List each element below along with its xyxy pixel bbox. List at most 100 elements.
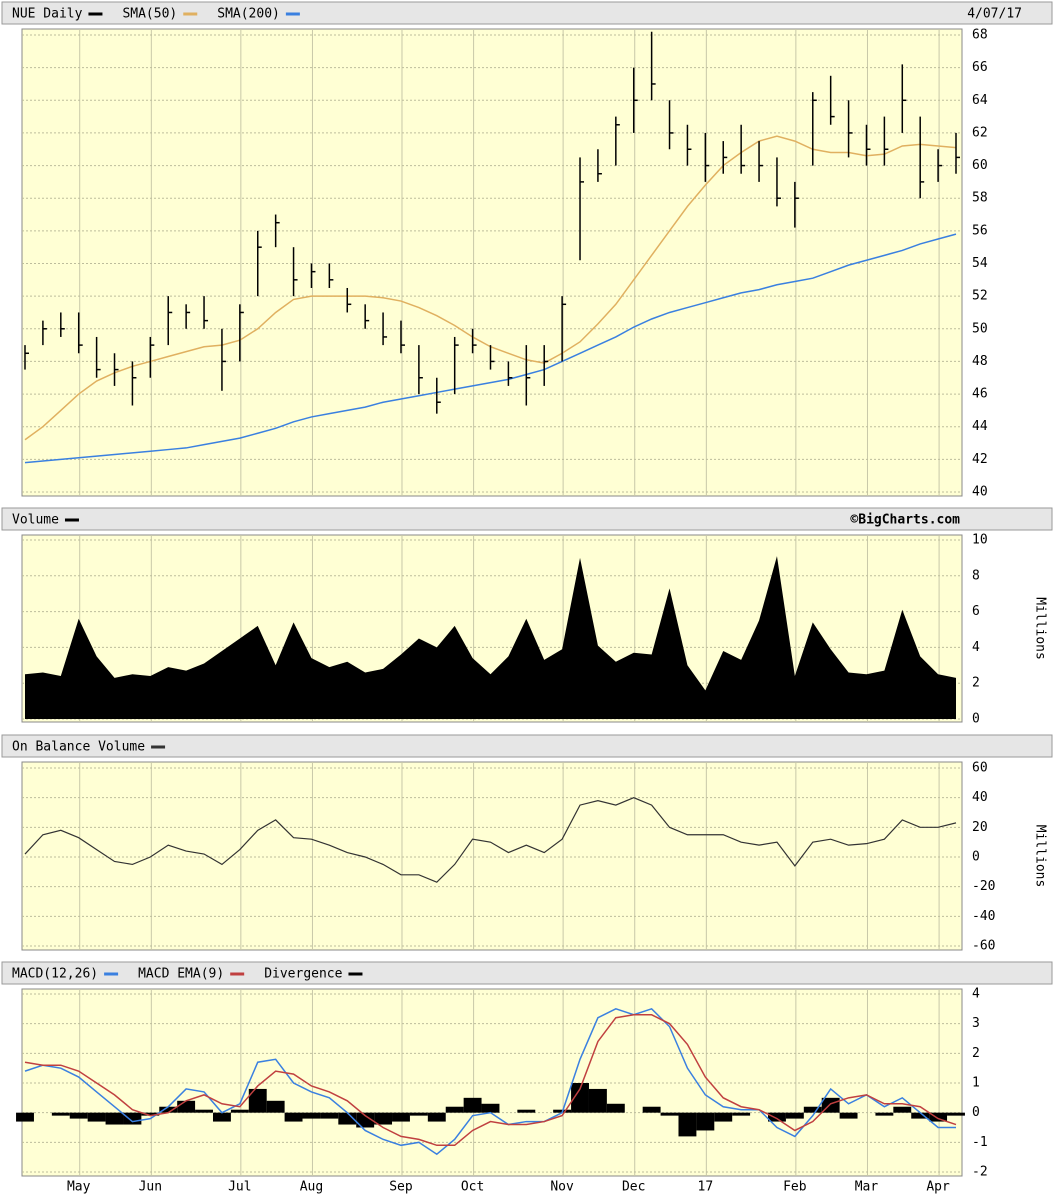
x-tick-label: Dec xyxy=(622,1180,645,1195)
divergence-bar xyxy=(463,1097,482,1113)
divergence-bar xyxy=(16,1112,34,1122)
divergence-bar xyxy=(320,1112,339,1119)
legend-label: MACD(12,26) xyxy=(12,967,98,982)
divergence-bar xyxy=(660,1112,679,1116)
divergence-bar xyxy=(105,1112,124,1125)
divergence-bar xyxy=(392,1112,410,1122)
y-tick-label: 64 xyxy=(972,93,988,108)
x-tick-label: Nov xyxy=(550,1180,574,1195)
divergence-bar xyxy=(266,1100,285,1113)
x-tick-label: Sep xyxy=(389,1180,413,1195)
divergence-bar xyxy=(606,1103,625,1113)
divergence-bar xyxy=(678,1112,697,1137)
divergence-bar xyxy=(356,1112,375,1128)
y-tick-label: 46 xyxy=(972,387,988,402)
divergence-bar xyxy=(427,1112,446,1122)
divergence-bar xyxy=(785,1112,804,1119)
divergence-bar xyxy=(571,1083,589,1113)
divergence-bar xyxy=(338,1112,357,1125)
y-tick-label: 1 xyxy=(972,1076,980,1091)
y-tick-label: 4 xyxy=(972,640,980,655)
x-tick-label: Feb xyxy=(783,1180,807,1195)
y-tick-label: 44 xyxy=(972,419,988,434)
divergence-bar xyxy=(374,1112,393,1125)
y-tick-label: 54 xyxy=(972,256,988,271)
divergence-bar xyxy=(803,1106,822,1113)
divergence-bar xyxy=(696,1112,715,1131)
y-tick-label: 50 xyxy=(972,321,988,336)
y-tick-label: 56 xyxy=(972,223,988,238)
y-tick-label: 0 xyxy=(972,1105,980,1120)
x-tick-label: 17 xyxy=(698,1180,714,1195)
chart-source: ©BigCharts.com xyxy=(850,513,960,528)
y-tick-label: 2 xyxy=(972,676,980,691)
y-tick-label: -20 xyxy=(972,879,995,894)
divergence-bar xyxy=(481,1103,500,1113)
x-tick-label: May xyxy=(67,1180,91,1195)
divergence-bar xyxy=(230,1109,249,1113)
divergence-bar xyxy=(929,1112,948,1122)
y-tick-label: 42 xyxy=(972,452,988,467)
chart-date: 4/07/17 xyxy=(967,7,1022,22)
panel-header xyxy=(1,734,1053,758)
x-tick-label: Oct xyxy=(461,1180,484,1195)
y-tick-label: 48 xyxy=(972,354,988,369)
y-tick-label: 52 xyxy=(972,289,988,304)
y-tick-label: -60 xyxy=(972,939,995,954)
y-tick-label: -40 xyxy=(972,909,995,924)
divergence-bar xyxy=(141,1112,160,1116)
y-tick-label: 60 xyxy=(972,158,988,173)
divergence-bar xyxy=(893,1106,912,1113)
y-tick-label: 20 xyxy=(972,820,988,835)
divergence-bar xyxy=(123,1112,142,1125)
x-tick-label: Jul xyxy=(228,1180,251,1195)
x-tick-label: Jun xyxy=(139,1180,162,1195)
x-tick-label: Mar xyxy=(855,1180,879,1195)
y-tick-label: 0 xyxy=(972,850,980,865)
y-axis-label: Millions xyxy=(1033,597,1048,660)
legend-label: Volume xyxy=(12,513,59,528)
divergence-bar xyxy=(195,1109,213,1113)
panel-header xyxy=(1,507,1053,531)
legend-label: SMA(50) xyxy=(122,7,177,22)
y-tick-label: 58 xyxy=(972,191,988,206)
divergence-bar xyxy=(177,1100,196,1113)
divergence-bar xyxy=(768,1112,786,1122)
x-tick-label: Aug xyxy=(300,1180,323,1195)
volume-area xyxy=(25,556,956,719)
divergence-bar xyxy=(875,1112,894,1116)
divergence-bar xyxy=(51,1112,70,1116)
y-tick-label: 8 xyxy=(972,568,980,583)
divergence-bar xyxy=(732,1112,751,1116)
obv-line xyxy=(24,797,957,883)
legend-label: MACD EMA(9) xyxy=(138,967,224,982)
divergence-bar xyxy=(284,1112,303,1122)
divergence-bar xyxy=(839,1112,858,1119)
x-tick-label: Apr xyxy=(926,1180,950,1195)
y-tick-label: -1 xyxy=(972,1135,988,1150)
y-tick-label: 66 xyxy=(972,60,988,75)
divergence-bar xyxy=(302,1112,321,1119)
divergence-bar xyxy=(517,1109,536,1113)
macd-line xyxy=(24,1007,956,1156)
panel-header xyxy=(1,961,1053,985)
divergence-bar xyxy=(947,1112,965,1116)
y-tick-label: 0 xyxy=(972,712,980,727)
divergence-bar xyxy=(588,1088,607,1113)
divergence-bar xyxy=(159,1106,178,1113)
plot-area xyxy=(21,761,963,951)
divergence-bar xyxy=(69,1112,88,1119)
divergence-bar xyxy=(409,1112,428,1116)
y-tick-label: -2 xyxy=(972,1165,988,1180)
divergence-bar xyxy=(714,1112,733,1122)
divergence-bar xyxy=(87,1112,106,1122)
plot-area xyxy=(21,28,963,497)
sma-line xyxy=(24,233,957,464)
macd-line xyxy=(24,1014,957,1147)
y-tick-label: 40 xyxy=(972,790,988,805)
y-tick-label: 3 xyxy=(972,1016,980,1031)
divergence-bar xyxy=(248,1088,267,1113)
y-tick-label: 2 xyxy=(972,1046,980,1061)
